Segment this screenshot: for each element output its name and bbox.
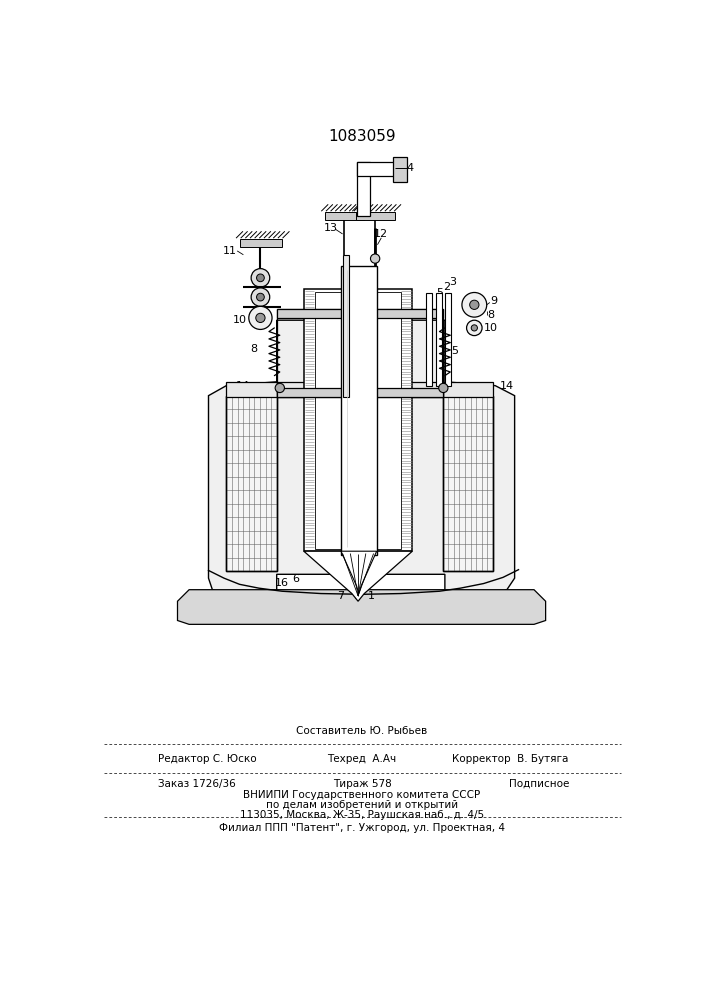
Text: 4: 4	[407, 163, 414, 173]
Bar	[276, 388, 443, 397]
Circle shape	[462, 292, 486, 317]
Bar	[226, 396, 276, 571]
Text: 14: 14	[236, 381, 250, 391]
Text: 16: 16	[259, 388, 274, 398]
Circle shape	[256, 313, 265, 323]
Bar	[443, 396, 493, 571]
Text: 5: 5	[436, 288, 443, 298]
Text: Корректор  В. Бутяга: Корректор В. Бутяга	[452, 754, 569, 764]
Text: 1: 1	[368, 591, 375, 601]
Polygon shape	[177, 590, 546, 624]
Text: 7: 7	[337, 591, 344, 601]
Text: 8: 8	[250, 344, 257, 354]
Circle shape	[257, 293, 264, 301]
Text: по делам изобретений и открытий: по делам изобретений и открытий	[266, 800, 458, 810]
Text: 12: 12	[374, 229, 388, 239]
Circle shape	[249, 306, 272, 329]
Text: 15: 15	[445, 346, 460, 356]
Bar	[276, 309, 443, 318]
Text: ВНИИПИ Государственного комитета СССР: ВНИИПИ Государственного комитета СССР	[243, 790, 481, 800]
Text: 14: 14	[500, 381, 514, 391]
Polygon shape	[341, 551, 377, 594]
Bar	[226, 396, 276, 571]
Bar	[315, 292, 402, 549]
Bar	[240, 239, 282, 247]
Text: 16: 16	[465, 388, 479, 398]
Bar	[304, 289, 412, 551]
Bar	[436, 293, 442, 386]
Polygon shape	[209, 320, 515, 605]
Bar	[276, 382, 443, 397]
Bar	[426, 293, 433, 386]
Circle shape	[472, 325, 477, 331]
Text: 8: 8	[487, 310, 494, 320]
Text: Заказ 1726/36: Заказ 1726/36	[158, 779, 236, 789]
Bar	[341, 266, 377, 555]
Text: 1083059: 1083059	[328, 129, 396, 144]
Bar	[443, 382, 493, 397]
Bar	[325, 212, 363, 220]
Circle shape	[469, 300, 479, 309]
Text: Подписное: Подписное	[508, 779, 569, 789]
Bar	[445, 293, 451, 386]
Text: 11: 11	[223, 246, 238, 256]
Circle shape	[257, 274, 264, 282]
Text: Тираж 578: Тираж 578	[332, 779, 392, 789]
Circle shape	[467, 320, 482, 336]
Circle shape	[438, 383, 448, 393]
Text: 3: 3	[449, 277, 456, 287]
Text: 6: 6	[293, 574, 300, 584]
Circle shape	[370, 254, 380, 263]
Text: 113035, Москва, Ж-35, Раушская наб., д. 4/5: 113035, Москва, Ж-35, Раушская наб., д. …	[240, 810, 484, 820]
Bar	[357, 162, 396, 176]
Text: 13: 13	[324, 223, 338, 233]
Circle shape	[251, 269, 270, 287]
Polygon shape	[304, 551, 412, 601]
Text: 10: 10	[484, 323, 498, 333]
Text: Техред  А.Ач: Техред А.Ач	[327, 754, 397, 764]
Bar	[276, 309, 443, 397]
Bar	[343, 255, 349, 397]
Bar	[226, 382, 276, 397]
Text: 10: 10	[233, 315, 247, 325]
Text: 7: 7	[352, 591, 359, 601]
Bar	[443, 396, 493, 571]
Text: Редактор С. Юско: Редактор С. Юско	[158, 754, 257, 764]
Text: 2: 2	[443, 282, 450, 292]
Bar	[356, 212, 395, 220]
Circle shape	[251, 288, 270, 306]
Text: 16: 16	[275, 578, 289, 588]
Bar	[357, 162, 370, 216]
Text: Филиал ППП "Патент", г. Ужгород, ул. Проектная, 4: Филиал ППП "Патент", г. Ужгород, ул. Про…	[219, 823, 505, 833]
Text: 9: 9	[490, 296, 497, 306]
Bar	[393, 157, 407, 182]
Text: Составитель Ю. Рыбьев: Составитель Ю. Рыбьев	[296, 726, 428, 736]
Circle shape	[275, 383, 284, 393]
